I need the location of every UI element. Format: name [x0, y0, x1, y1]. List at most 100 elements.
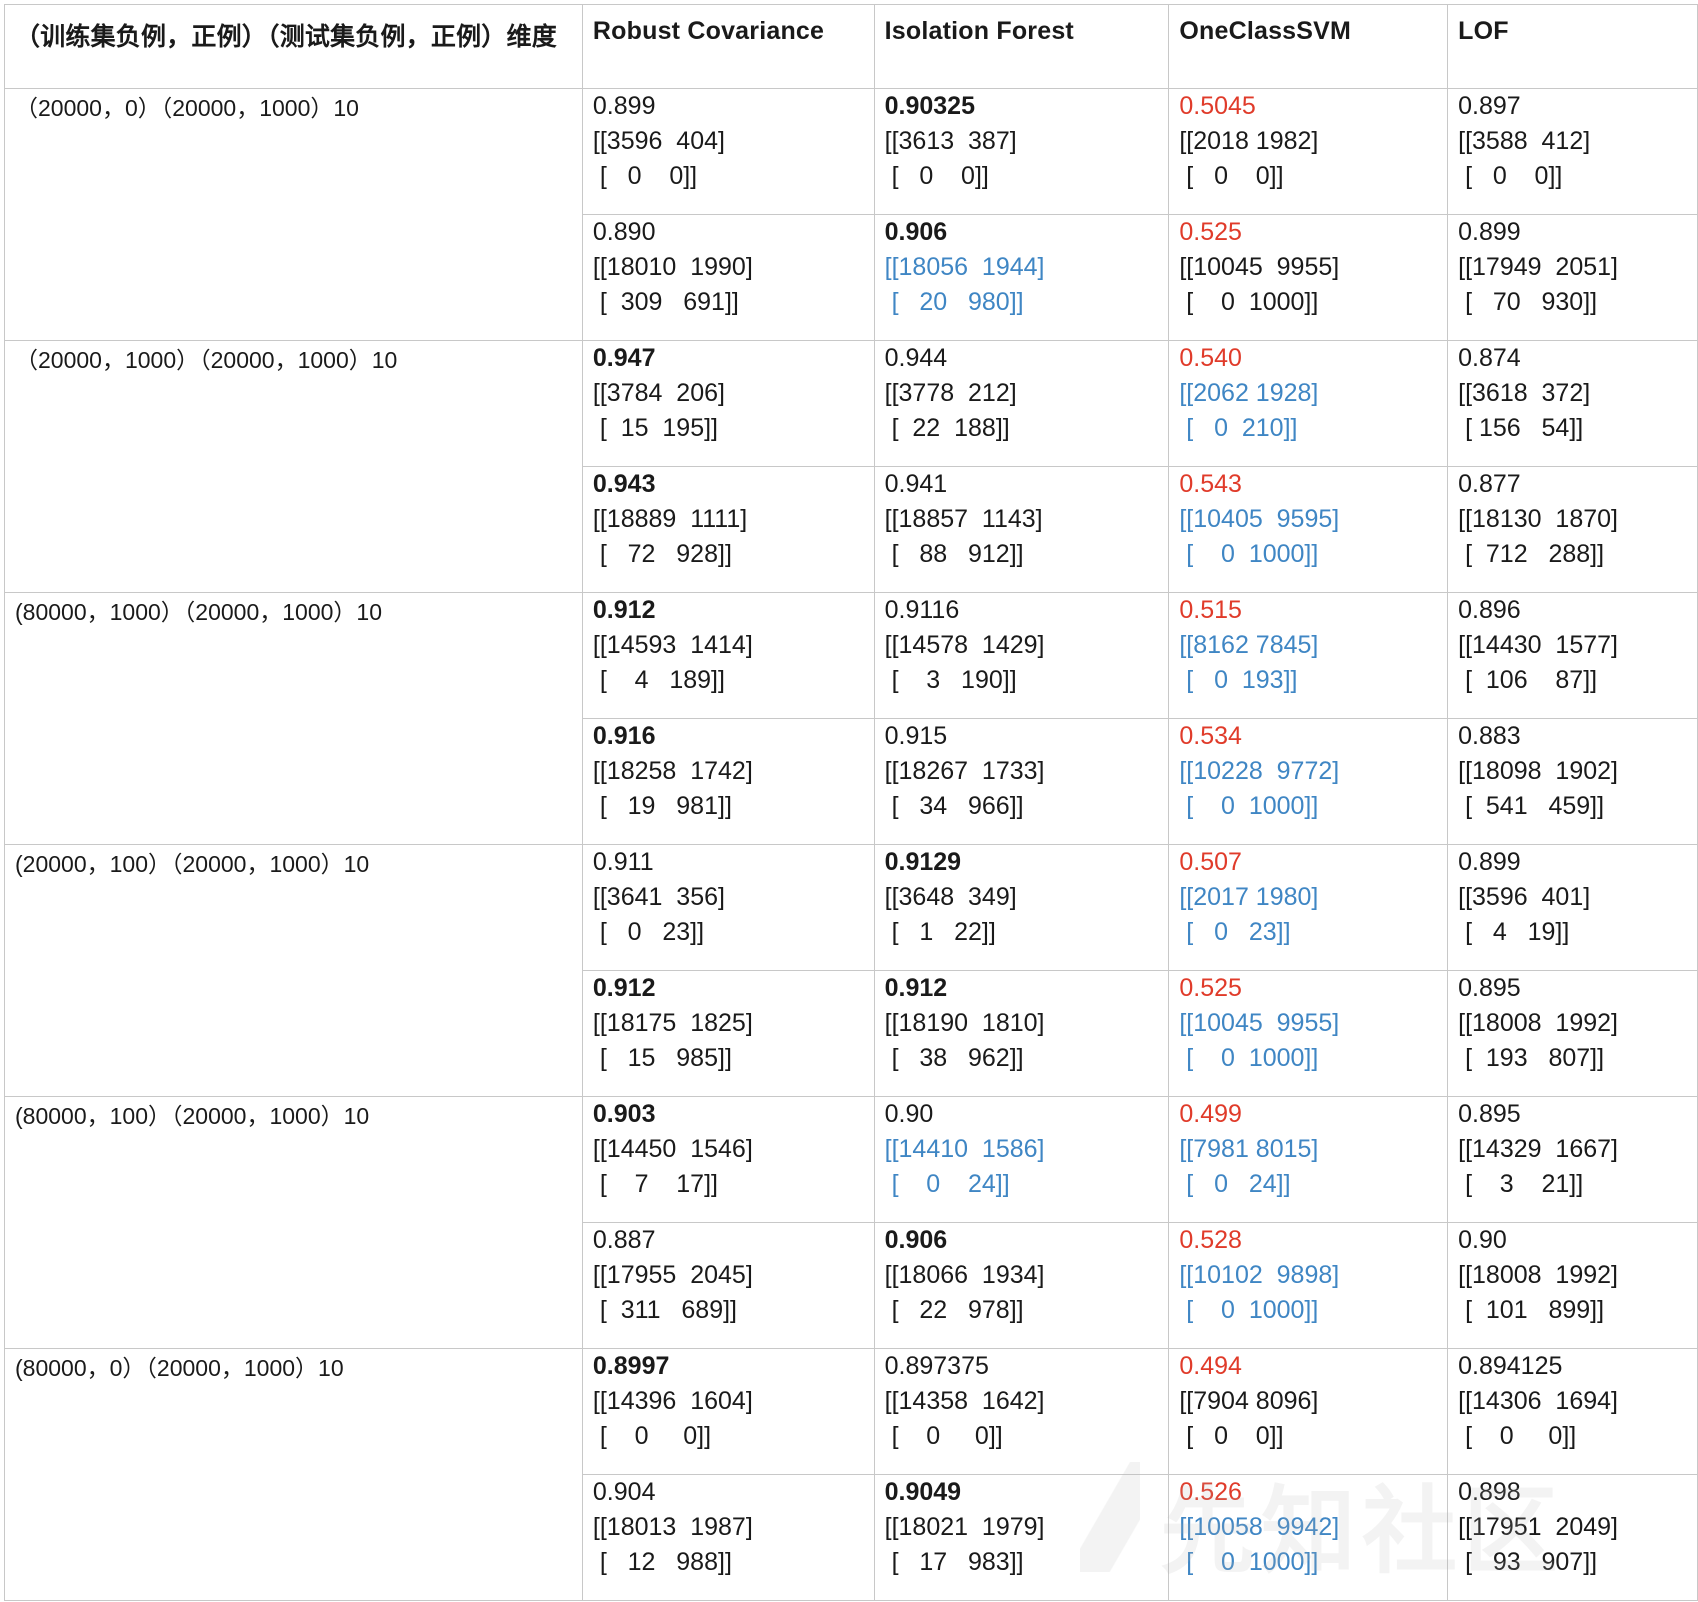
accuracy-score: 0.896: [1458, 596, 1521, 624]
result-cell-isolation-forest: 0.9116 [[14578 1429] [ 3 190]]: [873, 592, 1170, 719]
confusion-matrix: [[18175 1825] [ 15 985]]: [593, 1006, 864, 1076]
accuracy-score: 0.8997: [592, 1352, 670, 1380]
result-cell-oneclasssvm: 0.499 [[7981 8015] [ 0 24]]: [1168, 1096, 1449, 1223]
result-cell-robust-covariance: 0.912 [[14593 1414] [ 4 189]]: [581, 592, 875, 719]
accuracy-score: 0.912: [884, 974, 948, 1002]
confusion-matrix: [[3784 206] [ 15 195]]: [593, 376, 864, 446]
matrix-line: [[18175 1825]: [592, 1009, 753, 1037]
confusion-matrix: [[10405 9595] [ 0 1000]]: [1179, 502, 1437, 572]
group-label: (20000，100）（20000，1000）10: [4, 844, 583, 1097]
group-label: （20000，0）（20000，1000）10: [4, 88, 583, 341]
matrix-line: [[3641 356]: [592, 883, 725, 911]
accuracy-score: 0.877: [1458, 470, 1521, 498]
table-row: （20000，1000）（20000，1000）10 0.947 [[3784 20…: [4, 340, 1698, 593]
matrix-line: [[7981 8015]: [1179, 1135, 1319, 1163]
table-row: 0.912 [[18175 1825] [ 15 985]] 0.912 [[1819…: [5, 970, 1698, 1097]
confusion-matrix: [[3588 412] [ 0 0]]: [1458, 124, 1687, 194]
result-cell-isolation-forest: 0.906 [[18056 1944] [ 20 980]]: [873, 214, 1170, 341]
matrix-line: [[14396 1604]: [592, 1387, 753, 1415]
confusion-matrix: [[14329 1667] [ 3 21]]: [1458, 1132, 1687, 1202]
confusion-matrix: [[10045 9955] [ 0 1000]]: [1179, 1006, 1437, 1076]
result-cell-isolation-forest: 0.912 [[18190 1810] [ 38 962]]: [873, 970, 1170, 1097]
confusion-matrix: [[2018 1982] [ 0 0]]: [1179, 124, 1437, 194]
result-cell-oneclasssvm: 0.534 [[10228 9772] [ 0 1000]]: [1168, 718, 1449, 845]
accuracy-score: 0.903: [592, 1100, 656, 1128]
confusion-matrix: [[14396 1604] [ 0 0]]: [593, 1384, 864, 1454]
accuracy-score: 0.9129: [884, 848, 962, 876]
confusion-matrix: [[3618 372] [ 156 54]]: [1458, 376, 1687, 446]
result-cell-robust-covariance: 0.904 [[18013 1987] [ 12 988]]: [581, 1474, 875, 1601]
result-cell-oneclasssvm: 0.543 [[10405 9595] [ 0 1000]]: [1168, 466, 1449, 593]
result-cell-oneclasssvm: 0.528 [[10102 9898] [ 0 1000]]: [1168, 1222, 1449, 1349]
matrix-line: [[14450 1546]: [592, 1135, 753, 1163]
table-row: (80000，100）（20000，1000）10 0.903 [[14450 15…: [4, 1096, 1698, 1349]
matrix-line: [[3778 212]: [884, 379, 1017, 407]
matrix-line: [[18021 1979]: [884, 1513, 1045, 1541]
accuracy-score: 0.883: [1458, 722, 1521, 750]
matrix-line: [[17955 2045]: [592, 1261, 753, 1289]
matrix-line: [ 12 988]]: [592, 1548, 732, 1576]
table-row: 0.887 [[17955 2045] [ 311 689]] 0.906 [[180…: [5, 1222, 1698, 1349]
confusion-matrix: [[2062 1928] [ 0 210]]: [1179, 376, 1437, 446]
header-row: （训练集负例，正例）（测试集负例，正例）维度 Robust Covariance…: [4, 4, 1698, 89]
accuracy-score: 0.897375: [884, 1352, 989, 1380]
accuracy-score: 0.540: [1179, 344, 1242, 372]
accuracy-score: 0.525: [1179, 974, 1242, 1002]
matrix-line: [ 311 689]]: [592, 1296, 737, 1324]
confusion-matrix: [[18889 1111] [ 72 928]]: [593, 502, 864, 572]
matrix-line: [[18258 1742]: [592, 757, 753, 785]
header-group-col: （训练集负例，正例）（测试集负例，正例）维度: [4, 4, 583, 89]
matrix-line: [ 541 459]]: [1458, 792, 1605, 820]
result-cell-lof: 0.883 [[18098 1902] [ 541 459]]: [1447, 718, 1698, 845]
matrix-line: [[18190 1810]: [884, 1009, 1045, 1037]
matrix-line: [ 0 24]]: [1179, 1170, 1291, 1198]
matrix-line: [ 0 0]]: [884, 1422, 1003, 1450]
result-cell-robust-covariance: 0.947 [[3784 206] [ 15 195]]: [581, 340, 875, 467]
result-cell-oneclasssvm: 0.525 [[10045 9955] [ 0 1000]]: [1168, 214, 1449, 341]
group-label: （20000，1000）（20000，1000）10: [4, 340, 583, 593]
accuracy-score: 0.912: [592, 596, 656, 624]
matrix-line: [[14578 1429]: [884, 631, 1045, 659]
matrix-line: [ 0 1000]]: [1179, 1296, 1319, 1324]
matrix-line: [[3596 404]: [592, 127, 725, 155]
matrix-line: [[14410 1586]: [884, 1135, 1045, 1163]
result-cell-isolation-forest: 0.90 [[14410 1586] [ 0 24]]: [873, 1096, 1170, 1223]
matrix-line: [[14306 1694]: [1458, 1387, 1618, 1415]
accuracy-score: 0.899: [1458, 848, 1521, 876]
matrix-line: [[14430 1577]: [1458, 631, 1618, 659]
result-cell-oneclasssvm: 0.526 [[10058 9942] [ 0 1000]]: [1168, 1474, 1449, 1601]
matrix-line: [[2017 1980]: [1179, 883, 1319, 911]
confusion-matrix: [[18010 1990] [ 309 691]]: [593, 250, 864, 320]
confusion-matrix: [[14578 1429] [ 3 190]]: [885, 628, 1159, 698]
matrix-line: [[18013 1987]: [592, 1513, 753, 1541]
matrix-line: [ 0 1000]]: [1179, 1548, 1319, 1576]
matrix-line: [ 0 1000]]: [1179, 1044, 1319, 1072]
result-cell-isolation-forest: 0.897375 [[14358 1642] [ 0 0]]: [873, 1348, 1170, 1475]
result-cell-lof: 0.896 [[14430 1577] [ 106 87]]: [1447, 592, 1698, 719]
result-cell-isolation-forest: 0.906 [[18066 1934] [ 22 978]]: [873, 1222, 1170, 1349]
result-cell-isolation-forest: 0.915 [[18267 1733] [ 34 966]]: [873, 718, 1170, 845]
header-robust-covariance: Robust Covariance: [581, 4, 875, 89]
matrix-line: [ 15 195]]: [592, 414, 718, 442]
table-row: 0.890 [[18010 1990] [ 309 691]] 0.906 [[180…: [5, 214, 1698, 341]
confusion-matrix: [[17955 2045] [ 311 689]]: [593, 1258, 864, 1328]
result-cell-lof: 0.90 [[18008 1992] [ 101 899]]: [1447, 1222, 1698, 1349]
confusion-matrix: [[10228 9772] [ 0 1000]]: [1179, 754, 1437, 824]
result-cell-oneclasssvm: 0.540 [[2062 1928] [ 0 210]]: [1168, 340, 1449, 467]
accuracy-score: 0.894125: [1458, 1352, 1563, 1380]
confusion-matrix: [[3596 404] [ 0 0]]: [593, 124, 864, 194]
matrix-line: [ 0 23]]: [1179, 918, 1291, 946]
matrix-line: [[10045 9955]: [1179, 253, 1340, 281]
matrix-line: [[18008 1992]: [1458, 1261, 1618, 1289]
confusion-matrix: [[3613 387] [ 0 0]]: [885, 124, 1159, 194]
confusion-matrix: [[3778 212] [ 22 188]]: [885, 376, 1159, 446]
matrix-line: [ 3 190]]: [884, 666, 1017, 694]
confusion-matrix: [[3641 356] [ 0 23]]: [593, 880, 864, 950]
confusion-matrix: [[14593 1414] [ 4 189]]: [593, 628, 864, 698]
confusion-matrix: [[10058 9942] [ 0 1000]]: [1179, 1510, 1437, 1580]
matrix-line: [[10228 9772]: [1179, 757, 1340, 785]
matrix-line: [[18130 1870]: [1458, 505, 1618, 533]
matrix-line: [ 93 907]]: [1458, 1548, 1598, 1576]
accuracy-score: 0.499: [1179, 1100, 1242, 1128]
matrix-line: [ 0 1000]]: [1179, 540, 1319, 568]
